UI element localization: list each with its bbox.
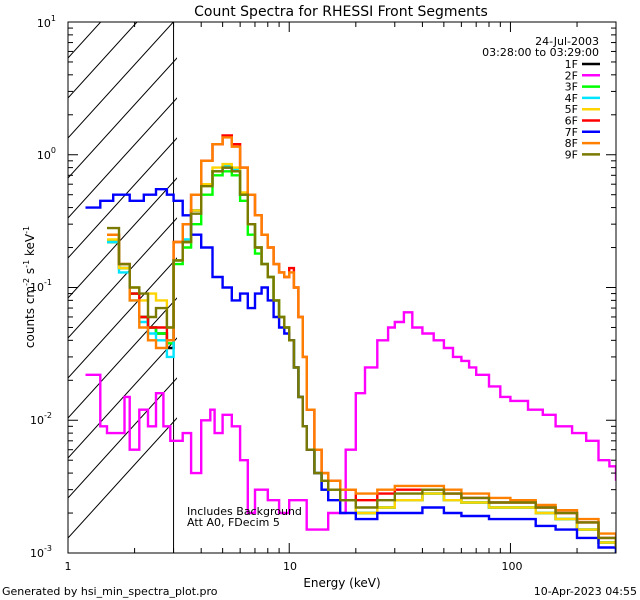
y-tick-labels: 10-3 10-2 10-1 100 101	[30, 14, 56, 560]
hatch-line	[68, 337, 177, 459]
y-tick-label: 10-2	[30, 411, 52, 427]
hatch-line	[68, 22, 138, 99]
legend-label-7F: 7F	[565, 126, 578, 139]
hatch-line	[68, 417, 177, 539]
hatch-line	[68, 177, 177, 299]
chart-title: Count Spectra for RHESSI Front Segments	[194, 4, 488, 20]
x-tick-label: 100	[502, 560, 523, 573]
legend-label-9F: 9F	[565, 148, 578, 161]
hatch-line	[68, 22, 175, 139]
hatch-line	[68, 57, 177, 179]
legend-label-5F: 5F	[565, 103, 578, 116]
footer-datetime: 10-Apr-2023 04:55	[534, 585, 637, 598]
hatch-line	[68, 137, 177, 259]
hatch-line	[68, 22, 102, 59]
footer-generated: Generated by hsi_min_spectra_plot.pro	[2, 585, 218, 598]
y-tick-label: 10-3	[30, 544, 52, 560]
time-range-label: 03:28:00 to 03:29:00	[482, 46, 599, 59]
series-line-2F	[85, 311, 616, 531]
legend-label-2F: 2F	[565, 69, 578, 82]
legend-label-1F: 1F	[565, 58, 578, 71]
hatch-line	[68, 257, 177, 379]
y-tick-label: 100	[37, 146, 56, 162]
annotation-background: Includes Background	[187, 505, 302, 518]
hatch-line	[68, 97, 177, 219]
x-tick-labels: 1 10 100	[65, 560, 523, 573]
series-line-7F	[85, 188, 616, 553]
y-axis-label: counts cm-2 s-1 keV-1	[22, 226, 37, 348]
date-label: 24-Jul-2003	[535, 35, 599, 48]
hatch-line	[68, 297, 177, 419]
series-line-9F	[107, 166, 616, 548]
legend-label-6F: 6F	[565, 115, 578, 128]
x-tick-label: 1	[65, 560, 72, 573]
annotation-attenuator: Att A0, FDecim 5	[187, 516, 280, 529]
y-tick-label: 101	[37, 14, 56, 30]
legend-label-8F: 8F	[565, 137, 578, 150]
y-tick-label: 10-1	[30, 278, 52, 294]
x-tick-label: 10	[283, 560, 297, 573]
axis-ticks	[67, 21, 617, 554]
legend-label-4F: 4F	[565, 92, 578, 105]
x-axis-label: Energy (keV)	[303, 576, 380, 590]
series-layer	[85, 134, 616, 553]
legend-label-3F: 3F	[565, 81, 578, 94]
